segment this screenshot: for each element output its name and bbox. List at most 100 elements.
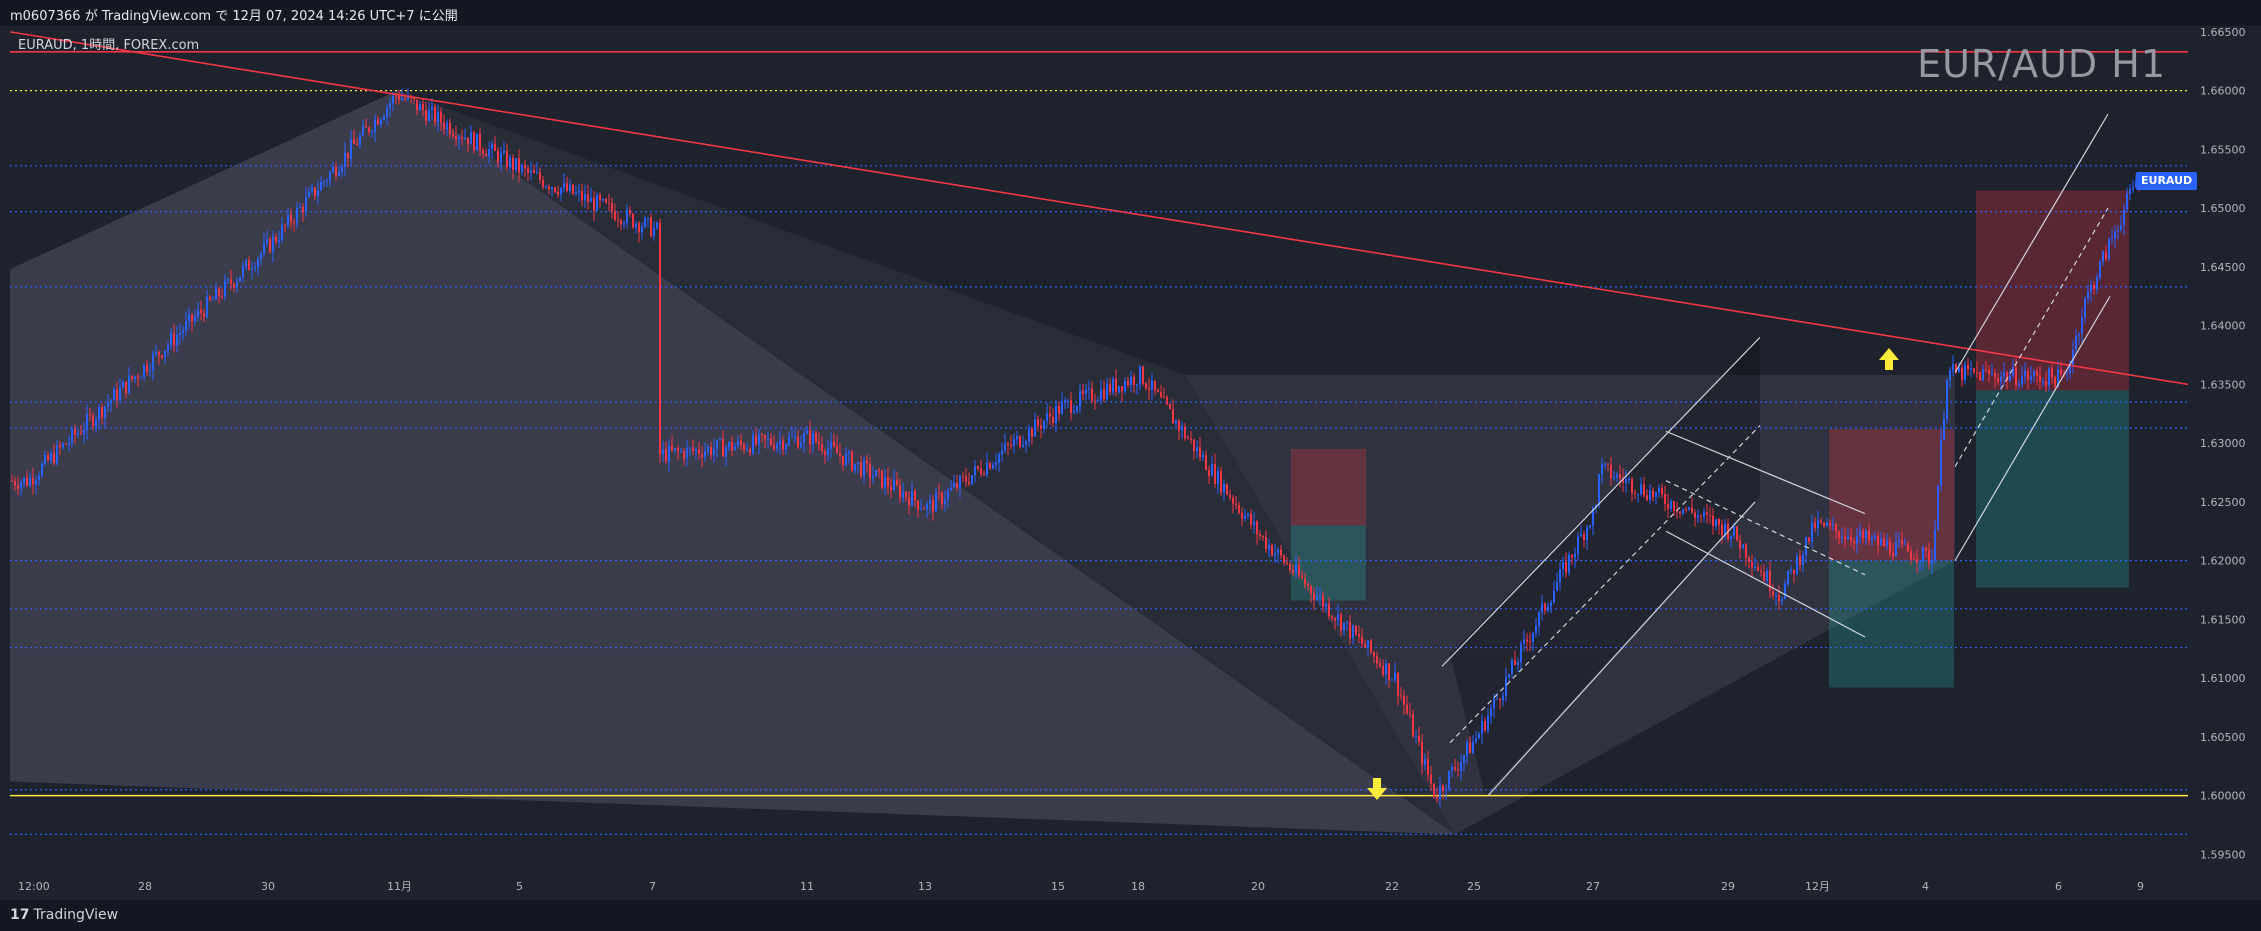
candle-body: [1241, 512, 1243, 519]
candle-body: [791, 436, 793, 438]
candle-body: [98, 406, 100, 420]
candle-body: [1799, 556, 1801, 565]
candle-body: [728, 441, 730, 448]
candle-body: [998, 454, 1000, 463]
candle-body: [404, 97, 406, 100]
pattern-shape: [397, 90, 1455, 835]
candle-body: [1493, 698, 1495, 709]
candle-body: [1520, 643, 1522, 663]
candle-body: [269, 238, 271, 253]
candle-body: [1466, 742, 1468, 756]
candle-body: [50, 453, 52, 461]
candle-body: [1178, 420, 1180, 431]
candle-body: [1463, 755, 1465, 763]
candle-body: [1871, 538, 1873, 541]
candle-body: [1820, 520, 1822, 523]
symbol-legend[interactable]: EURAUD, 1時間, FOREX.com: [18, 38, 200, 53]
candle-body: [209, 296, 211, 300]
candle-body: [1568, 554, 1570, 573]
candle-body: [431, 106, 433, 110]
candle-body: [881, 470, 883, 488]
candle-body: [290, 214, 292, 223]
candle-body: [2000, 376, 2002, 382]
x-tick-label: 12月: [1805, 880, 1830, 893]
candle-body: [380, 119, 382, 125]
candle-body: [1736, 526, 1738, 541]
candle-body: [1145, 383, 1147, 389]
candle-body: [1679, 511, 1681, 514]
candle-body: [239, 276, 241, 282]
candle-body: [326, 180, 328, 182]
candle-body: [1049, 413, 1051, 417]
x-tick-label: 22: [1385, 880, 1399, 893]
candle-body: [1412, 714, 1414, 737]
candle-body: [917, 500, 919, 510]
position-zone: [1829, 560, 1954, 688]
price-scale[interactable]: 1.66500 1.66000 1.65500 1.65000 1.64500 1.640…: [2192, 26, 2261, 872]
candle-body: [866, 460, 868, 464]
x-tick-label: 4: [1922, 880, 1929, 893]
candle-body: [1304, 578, 1306, 585]
candle-body: [1613, 477, 1615, 479]
candle-body: [1289, 564, 1291, 570]
candle-body: [1295, 564, 1297, 573]
candle-body: [446, 122, 448, 130]
candle-body: [1052, 416, 1054, 423]
candle-body: [1106, 383, 1108, 400]
candle-body: [221, 296, 223, 298]
candle-body: [1883, 538, 1885, 546]
candle-body: [1583, 534, 1585, 541]
y-tick-label: 1.60500: [2200, 731, 2246, 744]
candle-body: [1598, 474, 1600, 505]
candle-body: [1844, 537, 1846, 540]
time-axis[interactable]: 12:00 28 30 11月 5 7 11 13 15 18 20 22 25 27 29 12月 4 6 9: [10, 872, 2192, 900]
candle-body: [1661, 487, 1663, 495]
candle-body: [1196, 447, 1198, 452]
candle-body: [2054, 377, 2056, 387]
candle-body: [1235, 503, 1237, 505]
tradingview-logo[interactable]: 17 TradingView: [10, 907, 118, 923]
candle-body: [563, 183, 565, 189]
candle-body: [1910, 551, 1912, 560]
candle-body: [1628, 478, 1630, 480]
candle-body: [1970, 368, 1972, 370]
candle-body: [287, 214, 289, 226]
candle-body: [377, 119, 379, 125]
candle-body: [2111, 238, 2113, 240]
candle-body: [1610, 464, 1612, 479]
candle-body: [899, 484, 901, 498]
candle-body: [1829, 523, 1831, 526]
candle-body: [1484, 721, 1486, 731]
candle-body: [2123, 209, 2125, 226]
candle-body: [1097, 399, 1099, 402]
candle-body: [761, 434, 763, 436]
candle-body: [1184, 426, 1186, 439]
candle-body: [749, 449, 751, 454]
candle-body: [962, 476, 964, 478]
candle-body: [1271, 545, 1273, 556]
candle-body: [686, 447, 688, 459]
candle-body: [425, 110, 427, 121]
candle-body: [524, 165, 526, 169]
candle-body: [302, 206, 304, 213]
chart-area[interactable]: [10, 26, 2192, 872]
candle-body: [1892, 553, 1894, 557]
candle-body: [1847, 536, 1849, 540]
candle-body: [1757, 566, 1759, 572]
candle-body: [782, 440, 784, 450]
candle-body: [293, 222, 295, 224]
candle-body: [1904, 543, 1906, 545]
candle-body: [509, 157, 511, 168]
candle-body: [332, 166, 334, 173]
candle-body: [1994, 372, 1996, 379]
candle-body: [1370, 640, 1372, 653]
candle-body: [1748, 557, 1750, 562]
candle-body: [1259, 534, 1261, 536]
candle-body: [155, 351, 157, 355]
candle-body: [1088, 388, 1090, 390]
candle-body: [440, 111, 442, 123]
candle-body: [383, 116, 385, 120]
candle-body: [473, 132, 475, 151]
candle-body: [1715, 519, 1717, 527]
candle-body: [167, 345, 169, 351]
